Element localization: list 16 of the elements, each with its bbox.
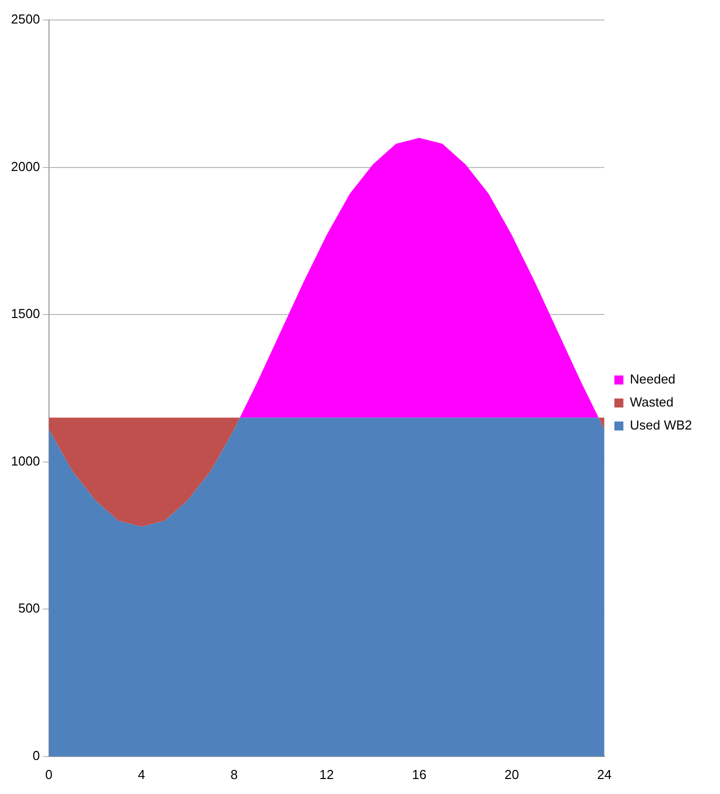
- legend-label: Used WB2: [630, 418, 692, 433]
- x-tick-label: 24: [597, 766, 612, 782]
- y-tick-label: 500: [18, 600, 40, 616]
- x-tick-label: 12: [319, 766, 334, 782]
- x-tick-label: 16: [412, 766, 426, 782]
- x-tick-label: 20: [504, 766, 520, 782]
- x-tick-label: 0: [45, 766, 53, 782]
- y-tick-label: 2000: [11, 158, 40, 174]
- legend-label: Needed: [630, 372, 676, 387]
- y-tick-label: 0: [32, 748, 40, 763]
- x-tick-label: 8: [230, 766, 238, 782]
- y-tick-label: 1000: [11, 453, 40, 468]
- x-tick-label: 4: [138, 766, 146, 782]
- y-tick-label: 1500: [11, 306, 40, 322]
- legend-label: Wasted: [630, 394, 674, 410]
- y-tick-label: 2500: [11, 12, 40, 27]
